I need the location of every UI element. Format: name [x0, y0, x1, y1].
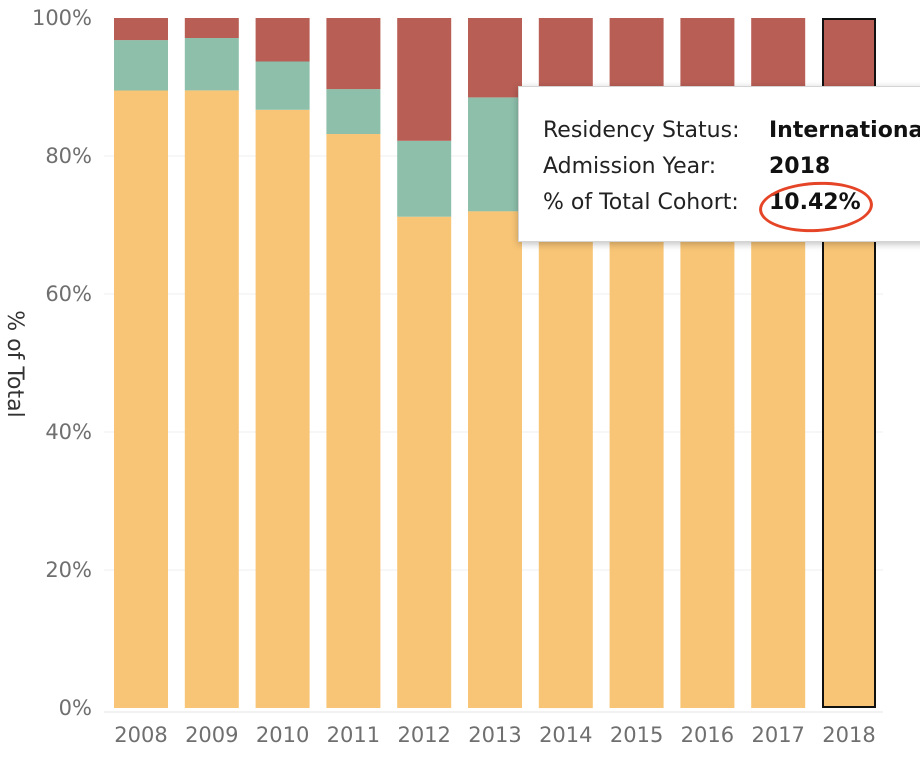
tooltip-row: Residency Status: Internationa: [543, 118, 920, 144]
bar-segment-international-2012[interactable]: [397, 18, 452, 141]
bar-segment-domestic-2013[interactable]: [468, 211, 522, 708]
y-tick-label: 20%: [45, 558, 92, 582]
bar-segment-international-2016[interactable]: [680, 18, 735, 91]
bar-segment-international-2017[interactable]: [751, 18, 806, 92]
bar-segment-domestic-2015[interactable]: [609, 209, 664, 708]
x-tick-label: 2012: [397, 723, 450, 747]
tooltip-label: Admission Year:: [543, 154, 717, 179]
x-tick-label: 2011: [327, 723, 380, 747]
x-tick-label: 2017: [751, 723, 804, 747]
y-tick-label: 40%: [45, 420, 92, 444]
x-tick-label: 2013: [468, 723, 521, 747]
x-tick-label: 2015: [610, 723, 663, 747]
bar-segment-international-2009[interactable]: [184, 18, 239, 38]
bar-segment-other-2011[interactable]: [326, 89, 381, 134]
tooltip-value: Internationa: [769, 118, 920, 143]
tooltip-label: Residency Status:: [543, 118, 740, 143]
y-axis-ticks: 0% 20% 40% 60% 80% 100%: [32, 6, 92, 720]
bar-segment-domestic-2008[interactable]: [114, 90, 168, 708]
bar-segment-international-2014[interactable]: [538, 18, 593, 96]
tooltip-value: 2018: [769, 154, 831, 179]
bar-segment-domestic-2012[interactable]: [397, 216, 452, 708]
bar-segment-international-2008[interactable]: [114, 18, 168, 41]
y-axis-title: % of Total: [2, 310, 27, 417]
x-tick-label: 2009: [185, 723, 238, 747]
bar-segment-domestic-2011[interactable]: [326, 133, 381, 708]
bar-segment-other-2013[interactable]: [468, 97, 522, 212]
y-tick-label: 0%: [59, 696, 92, 720]
bar-segment-domestic-2009[interactable]: [184, 90, 239, 708]
highlight-circle: [757, 179, 875, 235]
bar-segment-international-2011[interactable]: [326, 18, 381, 90]
tooltip-row: % of Total Cohort: 10.42%: [543, 190, 861, 216]
tooltip-row: Admission Year: 2018: [543, 154, 830, 180]
bars: [114, 18, 876, 709]
bar-segment-other-2009[interactable]: [184, 38, 239, 91]
x-axis-ticks: 2008 2009 2010 2011 2012 2013 2014 2015 2016 2017…: [114, 723, 875, 747]
bar-segment-other-2010[interactable]: [255, 61, 310, 110]
bar-segment-international-2015[interactable]: [609, 18, 664, 91]
bar-segment-domestic-2016[interactable]: [680, 208, 735, 708]
bar-segment-international-2013[interactable]: [468, 18, 522, 98]
bar-segment-domestic-2018[interactable]: [822, 211, 876, 708]
bar-segment-domestic-2014[interactable]: [538, 207, 593, 709]
x-tick-label: 2018: [822, 723, 875, 747]
bar-segment-other-2008[interactable]: [114, 40, 168, 91]
y-tick-label: 60%: [45, 282, 92, 306]
x-tick-label: 2008: [114, 723, 167, 747]
y-tick-label: 100%: [32, 6, 92, 30]
bar-segment-international-2010[interactable]: [255, 18, 310, 62]
x-tick-label: 2010: [256, 723, 309, 747]
x-tick-label: 2014: [539, 723, 592, 747]
y-tick-label: 80%: [45, 144, 92, 168]
selected-bar-outline: [822, 18, 876, 708]
bar-segment-other-2012[interactable]: [397, 140, 452, 217]
tooltip: Residency Status: Internationa Admission Y…: [518, 86, 920, 242]
bar-segment-domestic-2010[interactable]: [255, 109, 310, 709]
bar-segment-domestic-2017[interactable]: [751, 209, 806, 708]
tooltip-value: 10.42%: [769, 190, 861, 215]
tooltip-label: % of Total Cohort:: [543, 190, 739, 215]
x-tick-label: 2016: [681, 723, 734, 747]
bar-segment-international-2018[interactable]: [822, 18, 876, 90]
